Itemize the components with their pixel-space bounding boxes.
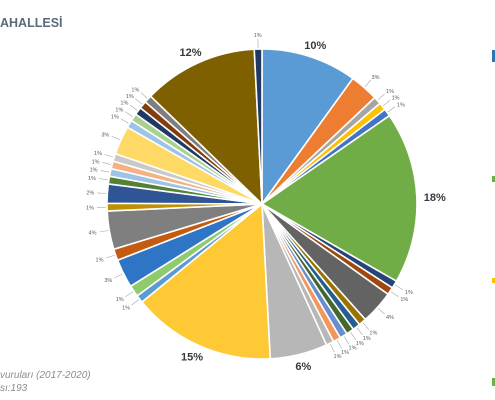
slice-labels: 10%3%1%1%1%18%1%1%4%1%1%1%1%1%1%6%15%1%1… bbox=[86, 33, 446, 373]
pie-slice bbox=[149, 48, 263, 206]
slice-label: 1% bbox=[400, 297, 408, 303]
slice-label: 1% bbox=[111, 115, 119, 121]
edge-mark bbox=[492, 50, 495, 62]
leader-line bbox=[356, 327, 363, 336]
slice-label: 1% bbox=[92, 159, 100, 165]
leader-line bbox=[100, 170, 110, 173]
slice-label: 1% bbox=[334, 354, 342, 360]
pie-slices bbox=[106, 48, 418, 360]
slice-label: 1% bbox=[131, 88, 139, 94]
leader-line bbox=[377, 307, 386, 315]
leader-line bbox=[111, 135, 120, 141]
slice-label: 1% bbox=[126, 94, 134, 100]
leader-line bbox=[134, 98, 143, 105]
leader-line bbox=[364, 79, 372, 87]
edge-mark bbox=[492, 378, 495, 386]
pie-slice bbox=[140, 202, 272, 360]
leader-line bbox=[131, 299, 139, 306]
leader-line bbox=[387, 106, 396, 113]
edge-mark bbox=[492, 278, 495, 283]
leader-line bbox=[362, 322, 370, 330]
leader-line bbox=[99, 230, 109, 233]
leader-line bbox=[390, 291, 399, 297]
leader-line bbox=[106, 254, 115, 259]
slice-label: 1% bbox=[116, 297, 124, 303]
slice-label: 1% bbox=[120, 101, 128, 107]
slice-label: 1% bbox=[122, 306, 130, 312]
leader-line bbox=[114, 273, 123, 279]
slice-label: 1% bbox=[386, 89, 394, 95]
leader-line bbox=[125, 111, 133, 117]
leader-line bbox=[377, 93, 386, 101]
leader-line bbox=[395, 284, 404, 291]
leader-line bbox=[140, 92, 148, 99]
slice-label: 1% bbox=[405, 290, 413, 296]
chart-title: AHALLESİ bbox=[0, 16, 63, 30]
leader-line bbox=[129, 104, 138, 111]
slice-label: 1% bbox=[392, 96, 400, 102]
leader-line bbox=[350, 332, 357, 340]
slice-label: 6% bbox=[295, 361, 311, 373]
leader-line bbox=[343, 336, 350, 345]
slice-label: 1% bbox=[397, 102, 405, 108]
slice-label: 1% bbox=[341, 350, 349, 356]
slice-label: 1% bbox=[90, 168, 98, 174]
source-note: vuruları (2017-2020) bbox=[0, 370, 91, 381]
slice-label: 10% bbox=[304, 40, 326, 52]
leader-line bbox=[120, 118, 129, 124]
slice-label: 1% bbox=[94, 151, 102, 157]
slice-label: 15% bbox=[181, 352, 203, 364]
pie-slice bbox=[260, 114, 418, 283]
leader-line bbox=[98, 178, 108, 181]
pie-slice bbox=[253, 48, 263, 205]
leader-line bbox=[102, 162, 112, 165]
slice-label: 4% bbox=[386, 315, 394, 321]
slice-label: 1% bbox=[349, 346, 357, 352]
count-note: sı:193 bbox=[0, 383, 28, 394]
leader-line bbox=[383, 99, 391, 107]
leader-line bbox=[330, 344, 335, 353]
slice-label: 12% bbox=[179, 47, 201, 59]
slice-label: 1% bbox=[86, 205, 94, 211]
slice-label: 1% bbox=[356, 341, 364, 347]
slice-label: 2% bbox=[86, 191, 94, 197]
slice-label: 1% bbox=[88, 176, 96, 182]
slice-label: 1% bbox=[363, 336, 371, 342]
leader-line bbox=[337, 340, 342, 349]
slice-label: 4% bbox=[89, 231, 97, 237]
slice-label: 1% bbox=[96, 257, 104, 263]
slice-label: 1% bbox=[254, 33, 262, 39]
slice-label: 1% bbox=[115, 108, 123, 114]
slice-label: 3% bbox=[104, 278, 112, 284]
slice-label: 3% bbox=[101, 132, 109, 138]
pie-slice bbox=[261, 48, 354, 207]
leader-lines bbox=[96, 39, 404, 353]
leader-line bbox=[104, 154, 114, 158]
leader-line bbox=[125, 291, 134, 297]
slice-label: 3% bbox=[372, 75, 380, 81]
slice-label: 1% bbox=[369, 331, 377, 337]
edge-mark bbox=[492, 176, 495, 182]
leader-line bbox=[97, 192, 107, 194]
slice-label: 18% bbox=[424, 192, 446, 204]
